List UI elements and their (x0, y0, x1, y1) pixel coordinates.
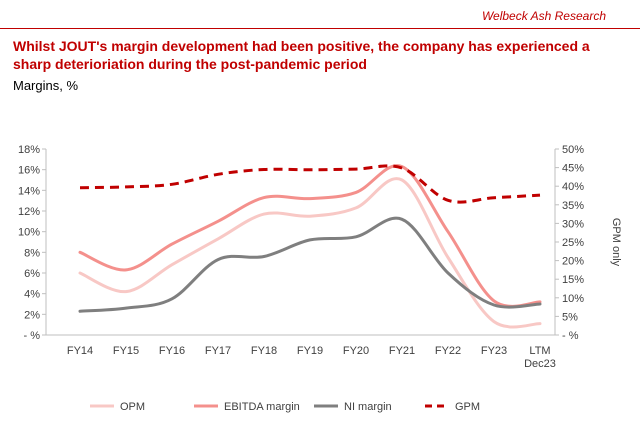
y2-axis-title: GPM only (610, 218, 622, 267)
y-tick-label-right: 5% (562, 311, 578, 323)
y-tick-label-right: 50% (562, 144, 584, 156)
x-tick-label: FY20 (343, 345, 369, 357)
brand-name: Welbeck Ash Research (481, 9, 606, 23)
x-tick-label: FY17 (205, 345, 231, 357)
y-tick-label-right: 25% (562, 237, 584, 249)
legend-item-ni-margin: NI margin (314, 401, 392, 413)
x-tick-label: LTM Dec23 (524, 345, 556, 370)
brand-divider (0, 28, 640, 29)
y-tick-label-right: 35% (562, 200, 584, 212)
y-tick-label-right: 20% (562, 256, 584, 268)
x-tick-label: FY22 (435, 345, 461, 357)
legend-item-ebitda-margin: EBITDA margin (194, 401, 300, 413)
y-tick-label-left: 6% (24, 268, 40, 280)
series-line-gpm (79, 164, 541, 204)
legend-item-opm: OPM (90, 401, 145, 413)
x-tick-label: FY21 (389, 345, 415, 357)
y-tick-label-right: 45% (562, 163, 584, 175)
legend-label: OPM (120, 401, 145, 413)
x-tick-label-line: Dec23 (524, 358, 556, 370)
y-tick-label-left: 12% (18, 206, 40, 218)
x-tick-label: FY14 (67, 345, 93, 357)
legend-label: NI margin (344, 401, 392, 413)
chart-subheading: Margins, % (13, 78, 79, 93)
x-tick-label: FY18 (251, 345, 277, 357)
y-tick-label-left: 2% (24, 309, 40, 321)
legend-item-gpm: GPM (425, 401, 480, 413)
chart-headline: Whilst JOUT's margin development had bee… (13, 38, 590, 72)
legend-label: GPM (455, 401, 480, 413)
x-tick-label: FY15 (113, 345, 139, 357)
y-tick-label-left: 16% (18, 165, 40, 177)
y-tick-label-right: - % (562, 330, 579, 342)
y-tick-label-right: 15% (562, 274, 584, 286)
y-tick-label-left: 18% (18, 144, 40, 156)
y-tick-label-left: 4% (24, 289, 40, 301)
y-tick-label-left: 14% (18, 185, 40, 197)
x-tick-label: FY23 (481, 345, 507, 357)
series-line-ni-margin (78, 216, 542, 313)
x-tick-label-line: LTM (529, 345, 550, 357)
y-tick-label-right: 30% (562, 218, 584, 230)
series-line-ebitda-margin (78, 164, 542, 308)
y-tick-label-left: 10% (18, 227, 40, 239)
y-tick-label-left: - % (24, 330, 41, 342)
y-tick-label-right: 10% (562, 293, 584, 305)
legend-label: EBITDA margin (224, 401, 300, 413)
series-line-opm (78, 177, 542, 329)
brand-bar: Welbeck Ash Research (0, 0, 640, 30)
y-tick-label-left: 8% (24, 247, 40, 259)
y-tick-label-right: 40% (562, 181, 584, 193)
x-tick-label: FY16 (159, 345, 185, 357)
x-tick-label: FY19 (297, 345, 323, 357)
